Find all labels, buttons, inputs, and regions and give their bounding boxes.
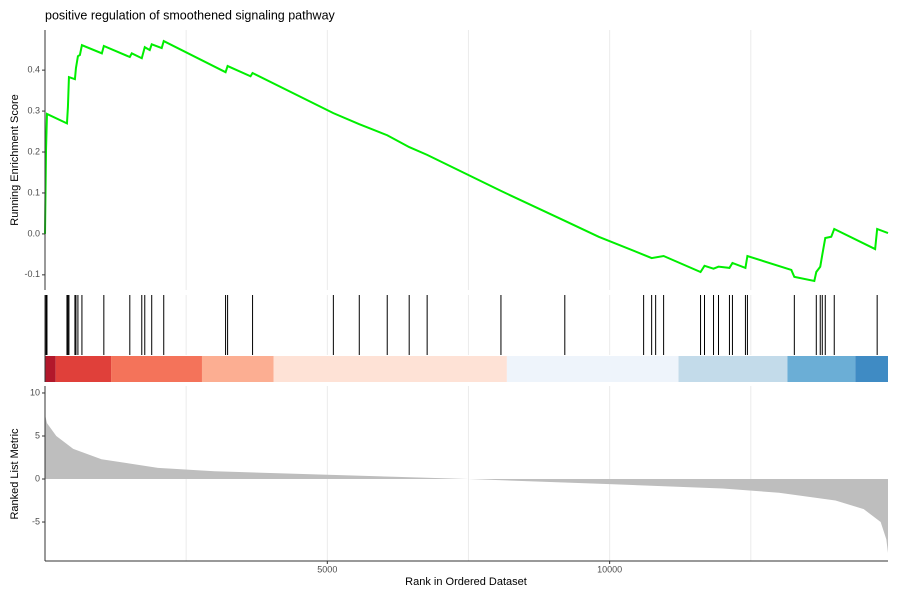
color-band (273, 356, 507, 382)
color-band (855, 356, 888, 382)
color-band (45, 356, 56, 382)
y-tick-label: 0.3 (27, 105, 40, 115)
color-band (201, 356, 274, 382)
chart-title: positive regulation of smoothened signal… (45, 8, 336, 22)
color-band (787, 356, 856, 382)
y-tick-label: 0.2 (27, 146, 40, 156)
x-axis-label: Rank in Ordered Dataset (405, 576, 527, 588)
y-tick-label: 10 (30, 387, 40, 397)
y-tick-label: 0.4 (27, 65, 40, 75)
color-band (678, 356, 788, 382)
y-tick-label: 0.1 (27, 187, 40, 197)
color-band (55, 356, 112, 382)
metric-area (45, 414, 888, 553)
enrichment-line (44, 39, 889, 283)
y-tick-label: 5 (35, 430, 40, 440)
color-band (506, 356, 679, 382)
y-tick-label: -0.1 (24, 269, 40, 279)
x-tick-label: 10000 (597, 564, 622, 574)
color-band (111, 356, 202, 382)
x-tick-label: 5000 (317, 564, 337, 574)
y-tick-label: 0.0 (27, 228, 40, 238)
y-axis-label: Ranked List Metric (9, 428, 21, 520)
y-tick-label: -5 (32, 516, 40, 526)
y-tick-label: 0 (35, 473, 40, 483)
y-axis-label: Running Enrichment Score (9, 94, 21, 225)
